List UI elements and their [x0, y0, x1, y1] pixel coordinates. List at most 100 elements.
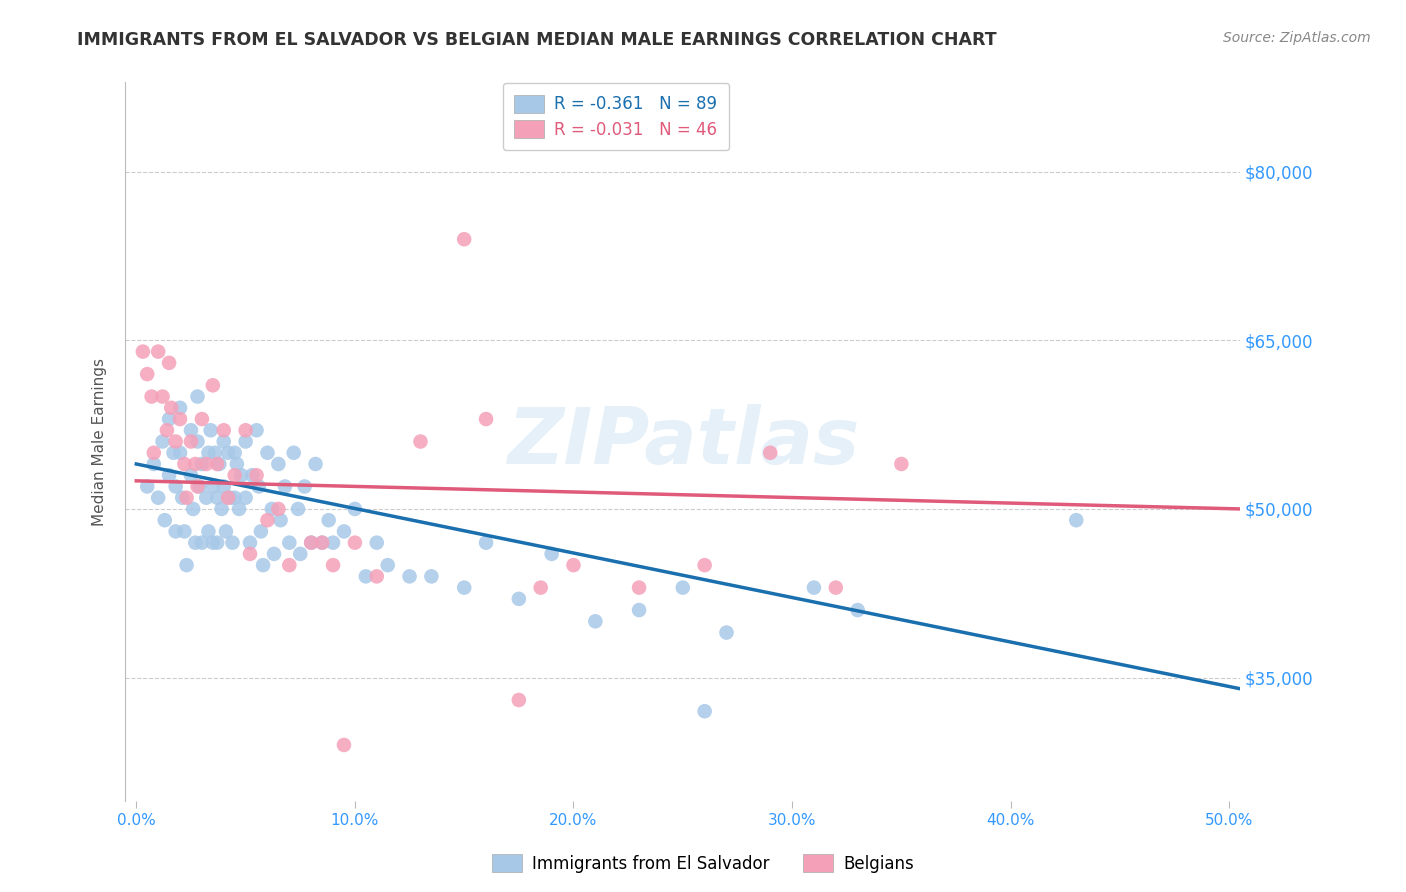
Point [278, 535, 301, 549]
Point [217, 491, 239, 505]
Point [256, 513, 278, 527]
Point [172, 491, 194, 505]
Legend: Immigrants from El Salvador, Belgians: Immigrants from El Salvador, Belgians [485, 847, 921, 880]
Point [508, 591, 530, 606]
Point [142, 446, 165, 460]
Point [256, 446, 278, 460]
Point [311, 535, 333, 549]
Point [343, 535, 366, 549]
Point [197, 446, 219, 460]
Point [354, 569, 377, 583]
Point [156, 423, 179, 437]
Point [228, 502, 250, 516]
Point [205, 491, 228, 505]
Point [583, 615, 606, 629]
Point [245, 423, 267, 437]
Point [333, 524, 356, 539]
Point [224, 446, 246, 460]
Point [274, 479, 297, 493]
Point [846, 603, 869, 617]
Point [169, 412, 191, 426]
Text: ZIPatlas: ZIPatlas [506, 403, 859, 480]
Point [299, 535, 322, 549]
Point [290, 547, 312, 561]
Point [186, 479, 208, 493]
Point [693, 704, 716, 718]
Point [235, 491, 257, 505]
Point [562, 558, 585, 573]
Point [263, 547, 285, 561]
Point [217, 446, 239, 460]
Point [157, 356, 180, 370]
Point [162, 446, 184, 460]
Point [141, 390, 163, 404]
Point [173, 524, 195, 539]
Point [224, 468, 246, 483]
Point [191, 535, 214, 549]
Point [219, 491, 242, 505]
Point [453, 232, 475, 246]
Point [165, 434, 187, 449]
Point [153, 513, 176, 527]
Point [245, 468, 267, 483]
Point [803, 581, 825, 595]
Point [693, 558, 716, 573]
Text: IMMIGRANTS FROM EL SALVADOR VS BELGIAN MEDIAN MALE EARNINGS CORRELATION CHART: IMMIGRANTS FROM EL SALVADOR VS BELGIAN M… [77, 31, 997, 49]
Point [1064, 513, 1087, 527]
Point [195, 457, 218, 471]
Point [169, 401, 191, 415]
Point [304, 457, 326, 471]
Point [136, 367, 159, 381]
Point [540, 547, 562, 561]
Point [333, 738, 356, 752]
Point [366, 535, 388, 549]
Point [200, 423, 222, 437]
Point [212, 423, 235, 437]
Point [176, 558, 198, 573]
Point [212, 434, 235, 449]
Point [366, 569, 388, 583]
Point [299, 535, 322, 549]
Point [225, 457, 247, 471]
Point [235, 434, 257, 449]
Point [224, 491, 246, 505]
Point [508, 693, 530, 707]
Point [267, 502, 290, 516]
Point [180, 434, 202, 449]
Point [142, 457, 165, 471]
Point [322, 558, 344, 573]
Point [322, 535, 344, 549]
Point [173, 457, 195, 471]
Point [239, 535, 262, 549]
Point [672, 581, 695, 595]
Point [475, 412, 498, 426]
Text: Source: ZipAtlas.com: Source: ZipAtlas.com [1223, 31, 1371, 45]
Point [716, 625, 738, 640]
Point [235, 423, 257, 437]
Point [186, 390, 208, 404]
Point [146, 491, 169, 505]
Point [530, 581, 553, 595]
Point [239, 547, 262, 561]
Point [152, 434, 174, 449]
Point [628, 603, 651, 617]
Point [204, 446, 226, 460]
Point [260, 502, 283, 516]
Point [420, 569, 443, 583]
Point [184, 457, 207, 471]
Point [181, 502, 204, 516]
Point [287, 502, 309, 516]
Point [453, 581, 475, 595]
Point [294, 479, 316, 493]
Point [201, 535, 224, 549]
Point [205, 535, 228, 549]
Point [212, 479, 235, 493]
Point [157, 412, 180, 426]
Point [157, 468, 180, 483]
Point [628, 581, 651, 595]
Point [252, 558, 274, 573]
Point [211, 502, 233, 516]
Point [165, 524, 187, 539]
Point [208, 457, 231, 471]
Point [231, 468, 253, 483]
